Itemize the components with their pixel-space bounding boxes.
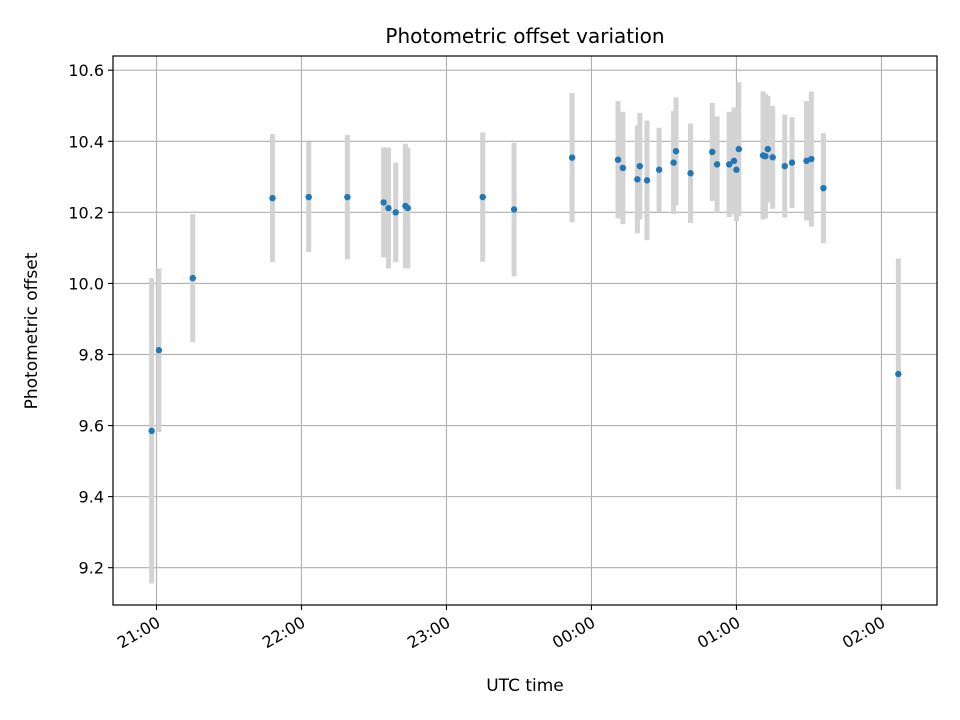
data-point xyxy=(725,161,733,168)
data-point xyxy=(392,209,399,216)
data-points xyxy=(148,145,902,435)
x-tick-label: 23:00 xyxy=(404,613,453,653)
data-point xyxy=(510,206,518,213)
data-point xyxy=(781,162,788,170)
data-point xyxy=(655,166,663,173)
plot-frame xyxy=(112,55,938,606)
y-tick-label: 10.4 xyxy=(68,132,104,151)
data-point xyxy=(672,148,680,155)
data-point xyxy=(764,145,772,153)
data-point xyxy=(269,194,276,202)
x-tick-label: 01:00 xyxy=(694,613,743,653)
data-point xyxy=(380,199,387,206)
y-tick-label: 9.8 xyxy=(79,345,104,364)
data-point xyxy=(634,176,641,183)
chart-title: Photometric offset variation xyxy=(385,24,664,48)
y-tick-label: 10.6 xyxy=(68,61,104,80)
data-point xyxy=(614,156,622,163)
data-point xyxy=(344,193,351,201)
data-point xyxy=(305,193,312,201)
y-tick-label: 9.6 xyxy=(79,417,104,436)
data-point xyxy=(803,157,810,165)
error-bars xyxy=(149,82,901,584)
data-point xyxy=(636,162,643,170)
data-point xyxy=(730,157,738,165)
data-point xyxy=(788,159,796,166)
x-tick-label: 02:00 xyxy=(839,613,888,653)
y-tick-label: 9.2 xyxy=(79,559,104,578)
data-point xyxy=(479,193,486,201)
data-point xyxy=(404,204,412,212)
data-point xyxy=(687,170,694,177)
x-tick-label: 22:00 xyxy=(259,613,308,653)
x-tick-label: 00:00 xyxy=(549,613,598,653)
data-point xyxy=(148,427,155,435)
data-point xyxy=(808,155,815,163)
data-point xyxy=(713,161,721,168)
x-axis-title: UTC time xyxy=(486,676,564,696)
grid xyxy=(113,56,937,605)
y-tick-label: 10.0 xyxy=(68,274,104,293)
data-point xyxy=(769,154,776,161)
data-point xyxy=(155,347,163,354)
data-point xyxy=(568,154,576,161)
data-point xyxy=(189,274,196,282)
data-point xyxy=(385,204,392,212)
data-point xyxy=(709,148,716,156)
data-point xyxy=(762,153,769,160)
data-point xyxy=(733,166,740,173)
x-tick-label: 21:00 xyxy=(114,613,163,653)
data-point xyxy=(643,177,651,184)
data-point xyxy=(670,159,677,166)
data-point xyxy=(820,184,827,192)
data-point xyxy=(735,145,743,153)
y-tick-label: 10.2 xyxy=(68,203,104,222)
y-axis-title: Photometric offset xyxy=(22,252,42,409)
data-point xyxy=(619,164,627,172)
data-point xyxy=(895,370,902,378)
y-tick-label: 9.4 xyxy=(79,488,104,507)
